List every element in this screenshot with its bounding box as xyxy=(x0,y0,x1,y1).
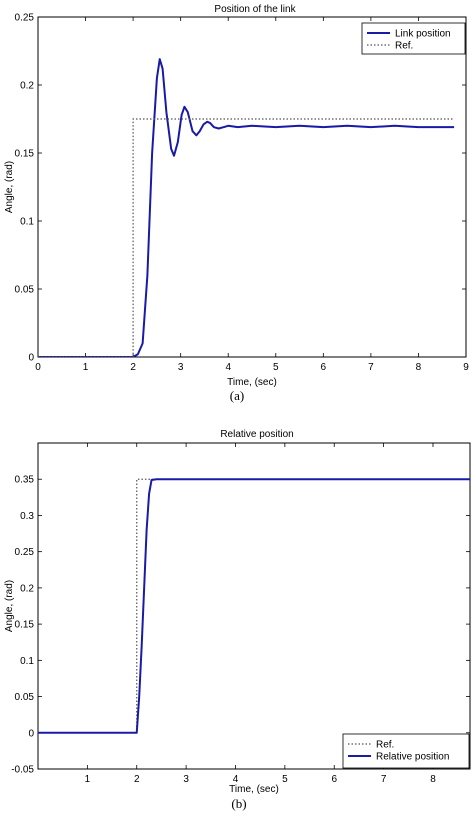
y-tick-label: 0.1 xyxy=(20,656,34,667)
x-tick-label: 1 xyxy=(85,774,91,785)
y-tick-label: 0.3 xyxy=(20,511,34,522)
x-axis-label: Time, (sec) xyxy=(229,784,279,795)
x-tick-label: 3 xyxy=(178,362,184,373)
legend-box xyxy=(342,733,470,769)
x-tick-label: 5 xyxy=(273,362,279,373)
series-line-relative-position xyxy=(38,478,470,734)
y-tick-label: 0.2 xyxy=(20,81,34,92)
series-line-link-position xyxy=(38,58,455,357)
y-tick-label: 0.25 xyxy=(15,13,35,24)
y-tick-label: 0.15 xyxy=(15,149,35,160)
x-tick-label: 8 xyxy=(430,774,436,785)
x-tick-label: 6 xyxy=(321,362,327,373)
chart-title: Position of the link xyxy=(214,4,296,15)
x-tick-label: 6 xyxy=(331,774,337,785)
chart-title: Relative position xyxy=(220,429,293,440)
y-tick-label: -0.05 xyxy=(11,765,34,776)
legend-label: Ref. xyxy=(395,41,413,52)
x-tick-label: 5 xyxy=(282,774,288,785)
chart-b: 1 2 3 4 5 6 7 8 -0.05 0 0.05 0.1 0.15 0.2 0.25 0.3 0.35 R… xyxy=(4,429,471,811)
plot-frame xyxy=(37,442,471,770)
legend-box xyxy=(361,22,466,55)
y-tick-label: 0.25 xyxy=(15,547,35,558)
x-tick-label: 2 xyxy=(130,362,136,373)
y-axis-label: Angle, (rad) xyxy=(4,161,15,213)
x-tick-label: 8 xyxy=(416,362,422,373)
figure-caption: (a) xyxy=(230,388,244,403)
x-tick-label: 3 xyxy=(183,774,189,785)
chart-a: 0 1 2 3 4 5 6 7 8 9 0 0.05 0.1 0.15 0.2 0.25 Position of… xyxy=(4,4,469,403)
y-tick-label: 0.35 xyxy=(15,475,35,486)
y-tick-label: 0.1 xyxy=(20,217,34,228)
series-line-ref xyxy=(38,118,455,357)
y-tick-label: 0.05 xyxy=(15,692,35,703)
x-tick-label: 7 xyxy=(368,362,374,373)
y-tick-label: 0.2 xyxy=(20,583,34,594)
legend-label: Ref. xyxy=(376,740,394,751)
x-tick-label: 4 xyxy=(225,362,231,373)
y-tick-label: 0.15 xyxy=(15,620,35,631)
y-tick-label: 0 xyxy=(28,353,34,364)
y-tick-label: 0.05 xyxy=(15,285,35,296)
legend-label: Relative position xyxy=(376,752,449,763)
x-tick-label: 0 xyxy=(35,362,41,373)
y-axis-label: Angle, (rad) xyxy=(4,580,15,632)
legend-label: Link position xyxy=(395,29,451,40)
figure-caption: (b) xyxy=(231,796,246,811)
series-line-ref xyxy=(38,478,470,734)
x-tick-label: 4 xyxy=(233,774,239,785)
plot-frame xyxy=(37,16,467,358)
x-tick-label: 2 xyxy=(134,774,140,785)
x-tick-label: 1 xyxy=(83,362,89,373)
x-axis-label: Time, (sec) xyxy=(227,377,277,388)
x-tick-label: 7 xyxy=(381,774,387,785)
x-tick-label: 9 xyxy=(463,362,469,373)
y-tick-label: 0 xyxy=(28,728,34,739)
